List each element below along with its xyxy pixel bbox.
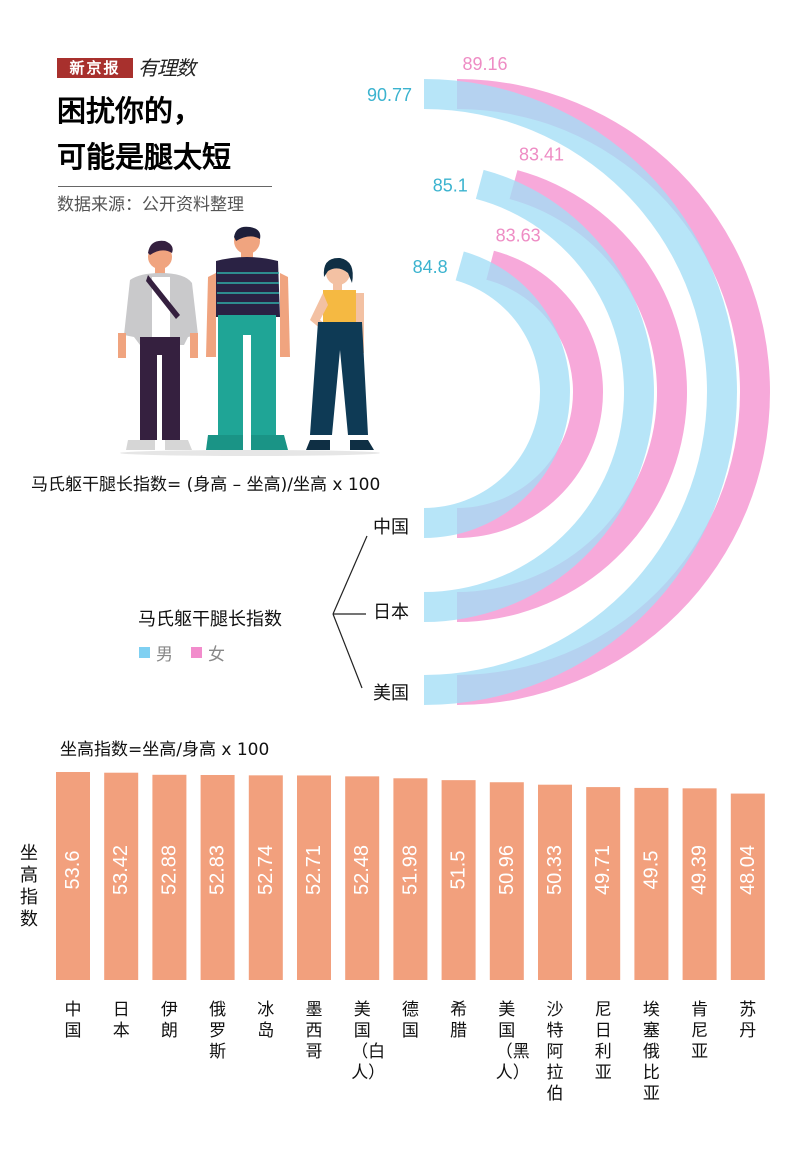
bar-value-label: 48.04 (737, 845, 759, 895)
x-tick-label: 中国 (64, 1000, 82, 1041)
male-arc-1 (424, 169, 654, 622)
x-tick-label: 德国 (401, 1000, 419, 1041)
people-illustration (118, 226, 380, 456)
x-tick-label: 墨西哥 (305, 1000, 323, 1062)
female-value-label: 89.16 (462, 54, 507, 74)
bar (634, 787, 669, 980)
figure-woman (306, 257, 374, 450)
bar-value-label: 53.6 (62, 851, 84, 890)
x-tick-label: 冰岛 (257, 1000, 275, 1041)
legend-label: 女 (208, 645, 225, 665)
female-swatch (191, 647, 202, 658)
bar-value-label: 53.42 (110, 845, 132, 895)
bar-chart: 53.6 53.42 52.88 52.83 52.74 52.71 52.48 51.98 5… (56, 772, 765, 980)
page-title-line2: 可能是腿太短 (57, 140, 232, 174)
male-value-label: 85.1 (433, 175, 468, 195)
bar (56, 772, 90, 980)
bar (200, 774, 235, 980)
x-tick-label: 埃塞俄比亚 (642, 1000, 660, 1104)
data-source: 数据来源：公开资料整理 (57, 195, 244, 215)
bar-value-label: 52.83 (207, 845, 229, 895)
bar (682, 788, 717, 980)
x-tick-label: 俄罗斯 (209, 1000, 227, 1062)
bar-value-label: 49.5 (640, 851, 662, 890)
x-tick-label: 苏丹 (739, 1000, 757, 1041)
x-tick-label: 伊朗 (160, 1000, 178, 1041)
bar-value-label: 52.74 (255, 845, 277, 895)
arc-category-label: 中国 (373, 517, 409, 538)
bar-value-label: 50.96 (496, 845, 518, 895)
bar-value-label: 51.5 (448, 851, 470, 890)
bar (538, 784, 572, 980)
bar-formula: 坐高指数=坐高/身高 x 100 (60, 740, 270, 760)
arc-category-label: 日本 (373, 602, 409, 623)
country-bracket (332, 535, 368, 689)
divider (58, 186, 272, 187)
bar-value-label: 50.33 (544, 845, 566, 895)
female-value-label: 83.63 (496, 225, 541, 245)
bar (393, 778, 428, 980)
bar (152, 774, 187, 980)
bar (248, 775, 283, 980)
bar (345, 776, 380, 980)
bar (297, 775, 331, 980)
radial-bar-chart: 84.8 85.1 90.77 83.63 83.41 89.16 (332, 54, 770, 705)
bracket-line-usa (332, 613, 363, 689)
bar-value-label: 52.88 (158, 845, 180, 895)
female-value-label: 83.41 (519, 145, 564, 165)
male-arc-0 (424, 251, 570, 539)
female-arc-0 (457, 250, 603, 539)
column-logo: 有理数 (138, 56, 196, 80)
female-arc-1 (457, 170, 687, 622)
bar (441, 780, 476, 980)
legend-male: 男 (139, 640, 173, 665)
x-tick-label: 日本 (112, 1000, 130, 1041)
bar (730, 793, 765, 980)
bar-value-label: 49.39 (689, 845, 711, 895)
arc-formula: 马氏躯干腿长指数= (身高 – 坐高)/坐高 x 100 (31, 475, 381, 495)
legend: 男 女 (139, 640, 225, 665)
x-tick-label: 沙特阿拉伯 (546, 1000, 564, 1104)
page-title-line1: 困扰你的， (57, 94, 203, 128)
arc-category-label: 美国 (373, 683, 409, 704)
figure-man-jacket (118, 240, 198, 450)
bar-value-label: 49.71 (592, 845, 614, 895)
x-tick-label: 美国（黑人） (495, 1000, 530, 1083)
x-tick-label: 希腊 (450, 1000, 468, 1041)
male-value-label: 84.8 (413, 257, 448, 277)
male-value-label: 90.77 (367, 85, 412, 105)
bar (104, 772, 139, 980)
arc-chart-title: 马氏躯干腿长指数 (138, 609, 282, 630)
bar (489, 782, 524, 980)
x-tick-label: 尼日利亚 (594, 1000, 612, 1083)
y-axis-label: 坐高指数 (20, 843, 38, 930)
x-tick-label: 肯尼亚 (691, 1000, 709, 1062)
brand-logo: 新京报 (57, 58, 133, 78)
bar-value-label: 51.98 (399, 845, 421, 895)
bar-value-label: 52.48 (351, 845, 373, 895)
bar-value-label: 52.71 (303, 845, 325, 895)
legend-label: 男 (156, 645, 173, 665)
figure-man-striped (206, 226, 290, 450)
male-swatch (139, 647, 150, 658)
x-tick-label: 美国（白人） (351, 1000, 386, 1083)
bracket-line-china (332, 535, 368, 615)
bar (586, 787, 621, 980)
legend-female: 女 (191, 640, 225, 665)
